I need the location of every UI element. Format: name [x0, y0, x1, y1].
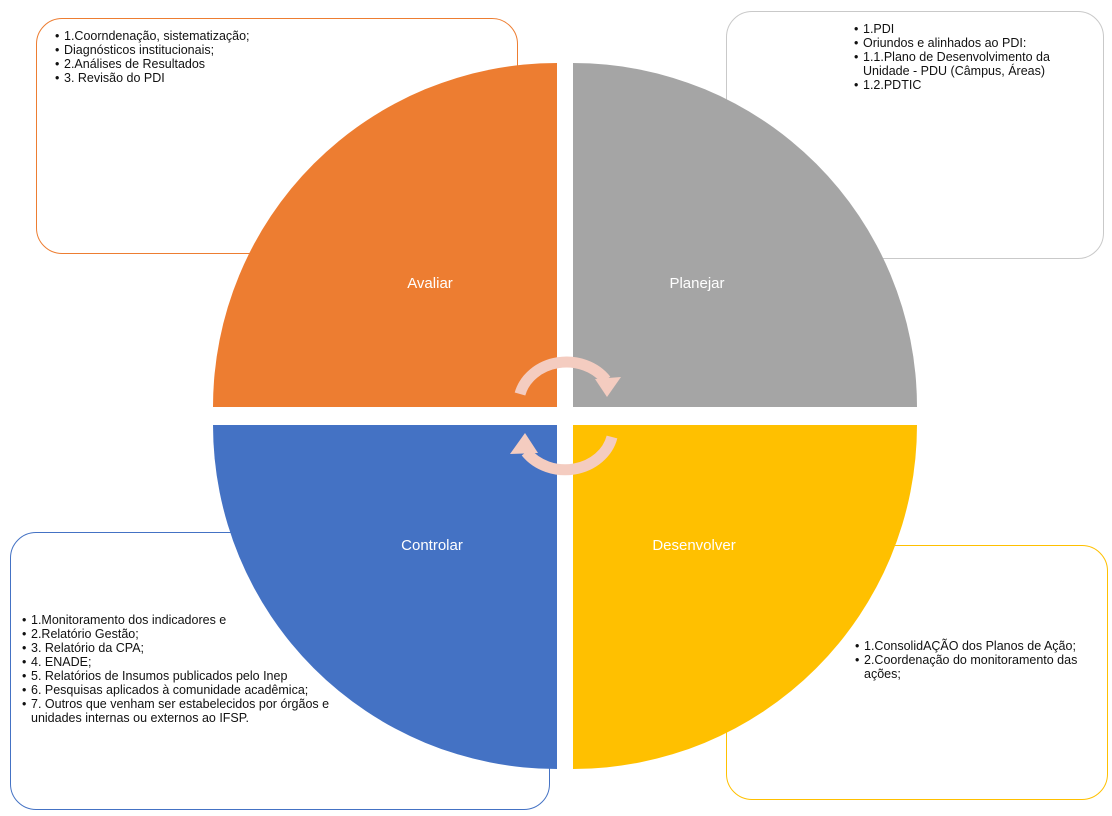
list-item: 2.Análises de Resultados	[55, 57, 250, 71]
planejar-quadrant	[573, 63, 917, 407]
list-item: 4. ENADE;	[22, 655, 362, 669]
list-item: 1.Monitoramento dos indicadores e	[22, 613, 362, 627]
avaliar-quadrant	[213, 63, 557, 407]
list-item: 1.2.PDTIC	[854, 78, 1099, 92]
list-item: 7. Outros que venham ser estabelecidos p…	[22, 697, 362, 725]
cycle-arrows-icon	[510, 356, 621, 476]
list-item: 1.1.Plano de Desenvolvimento da Unidade …	[854, 50, 1099, 78]
upper-arrowhead-icon	[595, 377, 621, 397]
quadrant-label-controlar: Controlar	[401, 537, 463, 554]
list-item: 1.ConsolidAÇÃO dos Planos de Ação;	[855, 639, 1105, 653]
list-item: 6. Pesquisas aplicados à comunidade acad…	[22, 683, 362, 697]
list-item: 1.Coorndenação, sistematização;	[55, 29, 250, 43]
lower-arrow-icon	[521, 435, 618, 476]
quadrant-label-planejar: Planejar	[669, 275, 725, 292]
list-item: Oriundos e alinhados ao PDI:	[854, 36, 1099, 50]
upper-arrow-icon	[514, 356, 611, 396]
list-item: 2.Coordenação do monitoramento das ações…	[855, 653, 1105, 681]
lower-arrowhead-icon	[510, 433, 538, 454]
quadrant-label-avaliar: Avaliar	[407, 275, 453, 292]
list-item: 2.Relatório Gestão;	[22, 627, 362, 641]
list-item: Diagnósticos institucionais;	[55, 43, 250, 57]
quadrant-label-desenvolver: Desenvolver	[652, 537, 736, 554]
list-item: 1.PDI	[854, 22, 1099, 36]
list-item: 3. Revisão do PDI	[55, 71, 250, 85]
controlar-quadrant	[213, 425, 557, 769]
list-item: 3. Relatório da CPA;	[22, 641, 362, 655]
list-item: 5. Relatórios de Insumos publicados pelo…	[22, 669, 362, 683]
desenvolver-quadrant	[573, 425, 917, 769]
